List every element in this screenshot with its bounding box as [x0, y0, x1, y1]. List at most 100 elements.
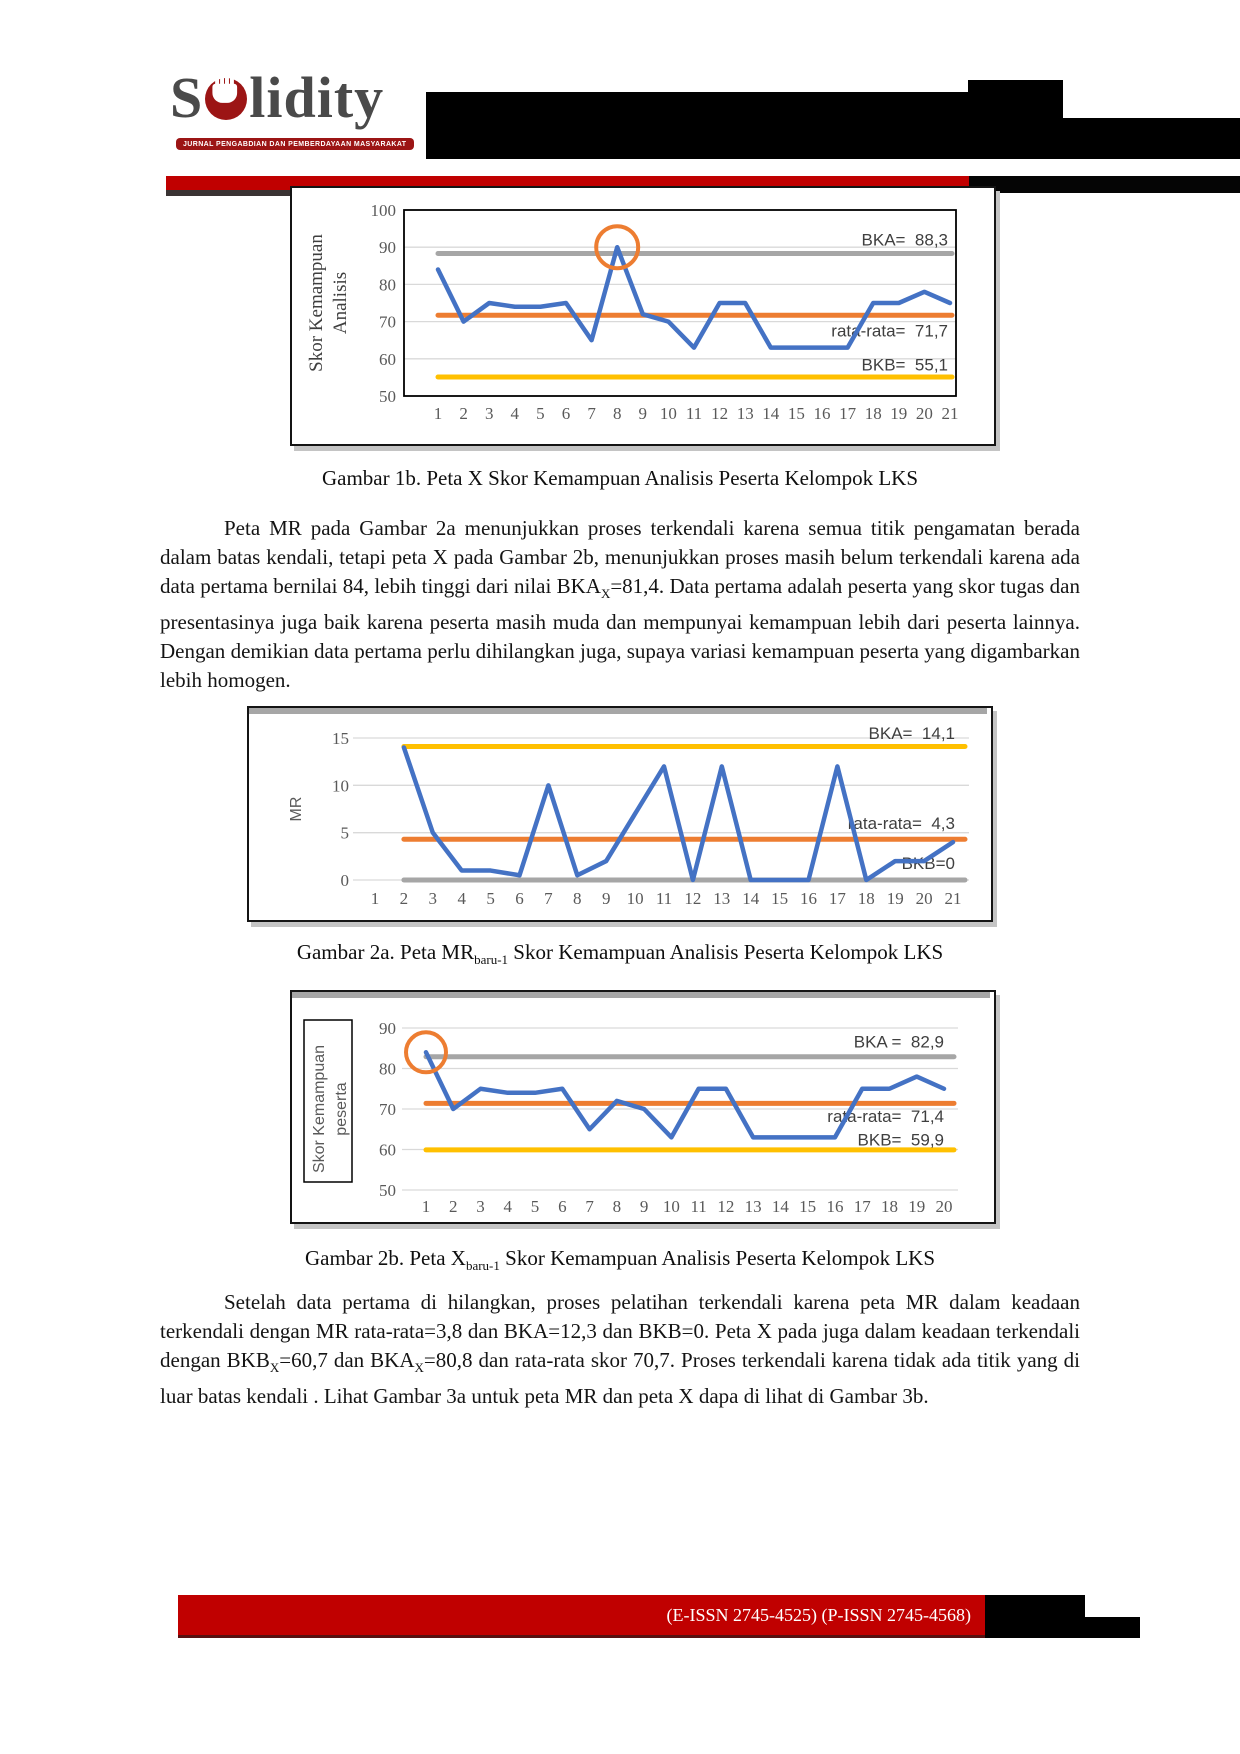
y-axis-title: peserta [333, 1082, 350, 1135]
y-tick-label: 100 [371, 201, 397, 220]
y-axis-label-box [303, 1019, 353, 1183]
y-tick-label: 60 [379, 1141, 396, 1160]
x-tick-label: 10 [627, 889, 644, 908]
x-tick-label: 10 [660, 404, 677, 423]
control-line-label: rata-rata= 71,4 [827, 1107, 944, 1126]
y-tick-label: 70 [379, 1100, 396, 1119]
figure-top-shadow [249, 708, 987, 714]
caption-subscript: baru-1 [474, 952, 509, 968]
header-black-right [1063, 118, 1240, 159]
control-line-label: BKB= 55,1 [862, 355, 948, 374]
y-tick-label: 5 [341, 824, 350, 843]
y-tick-label: 80 [379, 1060, 396, 1079]
caption-text: Skor Kemampuan Analisis Peserta Kelompok… [499, 1246, 936, 1270]
x-tick-label: 11 [686, 404, 702, 423]
y-tick-label: 10 [332, 776, 349, 795]
x-tick-label: 20 [916, 889, 933, 908]
paragraph-subscript: X [414, 1360, 424, 1376]
logo-text-start: S [170, 65, 204, 130]
control-line-label: BKA= 14,1 [869, 724, 955, 743]
x-tick-label: 14 [762, 404, 780, 423]
x-tick-label: 6 [562, 404, 571, 423]
x-tick-label: 16 [826, 1197, 843, 1216]
paragraph-subscript: X [600, 586, 611, 602]
outlier-circle-annotation [404, 1030, 448, 1075]
x-tick-label: 18 [881, 1197, 898, 1216]
x-tick-label: 13 [713, 889, 730, 908]
caption-text: Gambar 2b. Peta X [304, 1246, 466, 1270]
x-tick-label: 8 [613, 1197, 622, 1216]
x-tick-label: 19 [890, 404, 907, 423]
x-tick-label: 10 [663, 1197, 680, 1216]
control-line-label: rata-rata= 4,3 [848, 814, 955, 833]
x-tick-label: 1 [371, 889, 380, 908]
y-tick-label: 60 [379, 350, 396, 369]
figure-2b-caption: Gambar 2b. Peta Xbaru-1 Skor Kemampuan A… [180, 1246, 1060, 1274]
footer-black-bar [985, 1595, 1085, 1638]
x-tick-label: 17 [854, 1197, 872, 1216]
data-series-line [435, 244, 953, 350]
x-tick-label: 16 [800, 889, 817, 908]
x-tick-label: 11 [656, 889, 672, 908]
x-tick-label: 13 [737, 404, 754, 423]
x-tick-label: 2 [459, 404, 468, 423]
paragraph-text: =60,7 dan BKA [279, 1348, 415, 1372]
control-line-label: BKB=0 [902, 854, 955, 873]
x-tick-label: 12 [717, 1197, 734, 1216]
x-tick-label: 8 [613, 404, 622, 423]
x-tick-label: 13 [745, 1197, 762, 1216]
y-tick-label: 50 [379, 387, 396, 406]
x-tick-label: 1 [434, 404, 443, 423]
control-line-label: rata-rata= 71,7 [831, 321, 948, 340]
y-axis-title: MR [288, 797, 305, 822]
x-tick-label: 12 [711, 404, 728, 423]
x-tick-label: 7 [585, 1197, 594, 1216]
x-tick-label: 20 [916, 404, 933, 423]
caption-text: Gambar 1b. Peta X Skor Kemampuan Analisi… [321, 466, 919, 490]
body-paragraph-2: Setelah data pertama di hilangkan, prose… [160, 1288, 1080, 1411]
x-tick-label: 1 [422, 1197, 431, 1216]
figure-2a-box: 15 10 5 0 1 2 3 4 5 6 7 8 9 10 11 12 13 14 15 16 17 18 19 20 21 B… [247, 706, 993, 922]
x-tick-label: 15 [771, 889, 788, 908]
data-series-line [423, 1050, 947, 1140]
y-tick-label: 50 [379, 1181, 396, 1200]
figure-top-shadow [292, 992, 990, 998]
x-tick-label: 17 [829, 889, 847, 908]
paragraph-text: =81,4. Data pertama adalah peserta yang … [160, 574, 1080, 693]
logo-text-end: lidity [249, 65, 385, 130]
x-tick-label: 15 [788, 404, 805, 423]
outlier-circle-annotation [594, 224, 641, 271]
x-tick-label: 21 [945, 889, 962, 908]
x-tick-label: 9 [640, 1197, 649, 1216]
x-tick-label: 7 [587, 404, 596, 423]
x-tick-label: 3 [485, 404, 494, 423]
y-tick-label: 90 [379, 1019, 396, 1038]
x-tick-label: 9 [602, 889, 611, 908]
x-tick-label: 3 [476, 1197, 485, 1216]
x-tick-label: 18 [865, 404, 882, 423]
y-axis-title: Skor Kemampuan [311, 1045, 328, 1173]
data-series-line [401, 745, 956, 883]
y-tick-label: 80 [379, 275, 396, 294]
footer-black-stub [1085, 1617, 1140, 1638]
hand-icon [212, 67, 238, 103]
x-tick-label: 15 [799, 1197, 816, 1216]
x-tick-label: 3 [429, 889, 438, 908]
body-paragraph-1: Peta MR pada Gambar 2a menunjukkan prose… [160, 514, 1080, 695]
x-tick-label: 5 [531, 1197, 540, 1216]
footer-red-bar: (E-ISSN 2745-4525) (P-ISSN 2745-4568) [178, 1595, 985, 1638]
x-tick-label: 2 [449, 1197, 458, 1216]
caption-text: Skor Kemampuan Analisis Peserta Kelompok… [508, 940, 944, 964]
figure-1b-box: 100 90 80 70 60 50 1 2 3 4 5 6 7 8 9 10 11 12 13 14 15 16 17 18… [290, 186, 996, 446]
x-tick-label: 6 [558, 1197, 567, 1216]
x-tick-label: 14 [772, 1197, 790, 1216]
figure-2b-box: 90 80 70 60 50 1 2 3 4 5 6 7 8 9 10 11 12 13 14 15 16 17 18 19 2… [290, 990, 996, 1224]
x-tick-label: 7 [544, 889, 553, 908]
x-tick-label: 6 [515, 889, 524, 908]
figure-2a-caption: Gambar 2a. Peta MRbaru-1 Skor Kemampuan … [180, 940, 1060, 968]
y-axis-title: Skor Kemampuan [306, 234, 327, 372]
x-tick-label: 5 [536, 404, 545, 423]
x-tick-label: 21 [942, 404, 959, 423]
